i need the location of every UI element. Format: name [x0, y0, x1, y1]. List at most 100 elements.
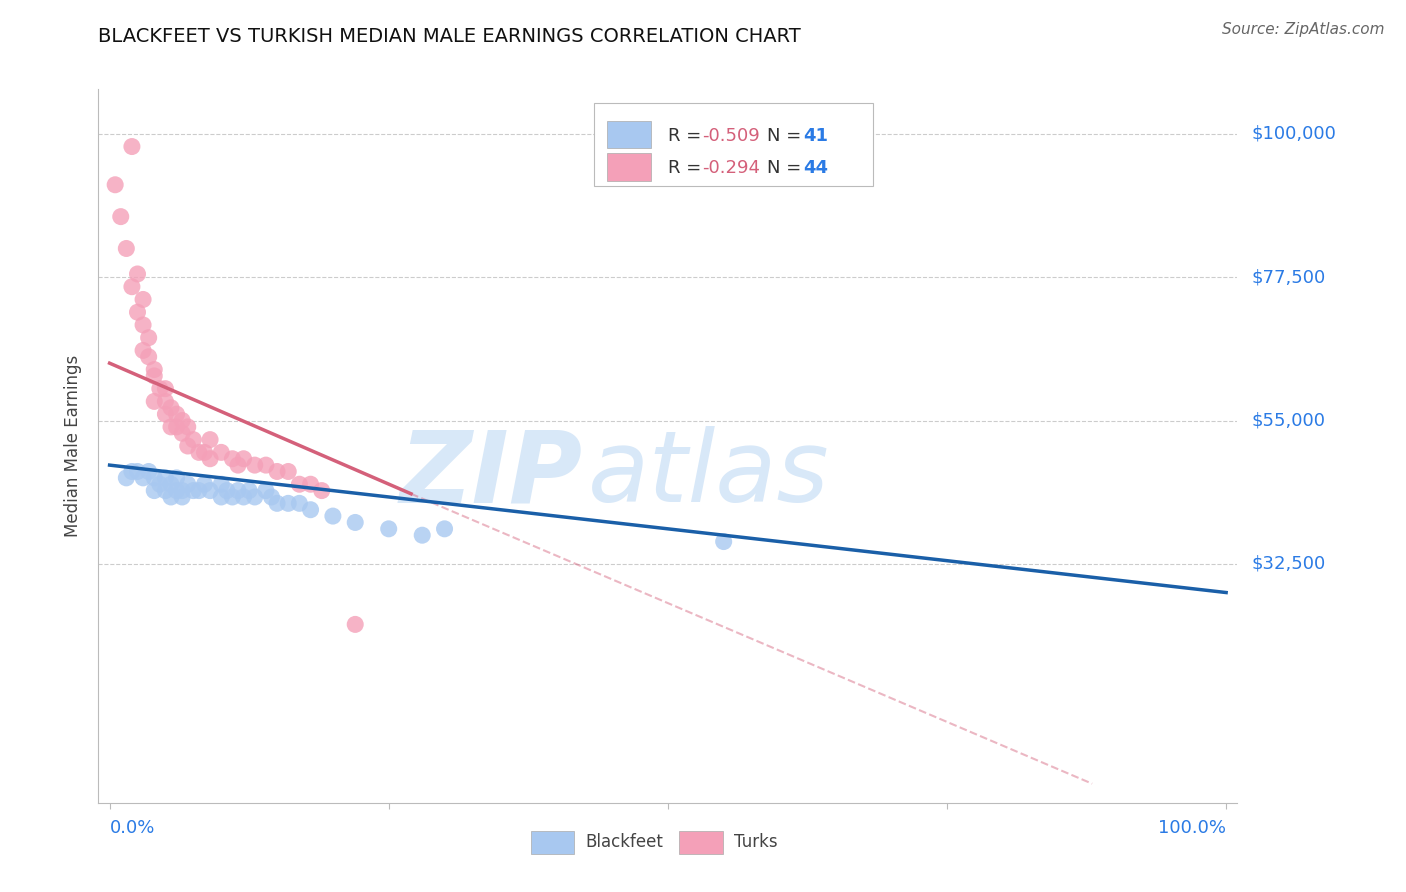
Point: [155, 483, 177, 498]
Point: [713, 534, 735, 549]
Point: [377, 522, 399, 536]
Point: [243, 490, 266, 504]
Point: [138, 331, 160, 345]
Text: $55,000: $55,000: [1251, 411, 1326, 430]
Point: [172, 490, 194, 504]
Point: [155, 471, 177, 485]
Point: [138, 465, 160, 479]
Text: $100,000: $100,000: [1251, 125, 1336, 143]
Point: [155, 407, 177, 421]
Point: [121, 139, 143, 153]
Point: [115, 242, 138, 256]
Text: -0.294: -0.294: [702, 159, 761, 177]
Point: [127, 465, 149, 479]
Point: [127, 305, 149, 319]
Bar: [607, 153, 651, 180]
Point: [243, 458, 266, 472]
Text: R =: R =: [668, 127, 707, 145]
Text: Turks: Turks: [734, 833, 778, 851]
Point: [209, 477, 232, 491]
Point: [226, 483, 249, 498]
Point: [433, 522, 456, 536]
Point: [155, 394, 177, 409]
Point: [132, 293, 155, 307]
Point: [344, 617, 367, 632]
Point: [132, 318, 155, 332]
Text: N =: N =: [766, 127, 807, 145]
Point: [209, 445, 232, 459]
Y-axis label: Median Male Earnings: Median Male Earnings: [65, 355, 83, 537]
Point: [115, 471, 138, 485]
Point: [288, 477, 311, 491]
Point: [172, 426, 194, 441]
Point: [160, 420, 183, 434]
Point: [193, 477, 215, 491]
Text: N =: N =: [766, 159, 807, 177]
Point: [299, 477, 322, 491]
Point: [221, 490, 243, 504]
Point: [266, 496, 288, 510]
Point: [288, 496, 311, 510]
Point: [322, 509, 344, 524]
Point: [160, 401, 183, 415]
Text: 100.0%: 100.0%: [1159, 820, 1226, 838]
Point: [198, 483, 221, 498]
Text: 0.0%: 0.0%: [110, 820, 155, 838]
FancyBboxPatch shape: [593, 103, 873, 186]
Text: Blackfeet: Blackfeet: [586, 833, 664, 851]
Point: [266, 465, 288, 479]
Point: [110, 210, 132, 224]
Point: [198, 451, 221, 466]
Point: [132, 343, 155, 358]
Text: 41: 41: [803, 127, 828, 145]
Point: [166, 471, 188, 485]
Point: [104, 178, 127, 192]
Point: [183, 483, 205, 498]
Point: [411, 528, 433, 542]
Point: [299, 502, 322, 516]
Text: -0.509: -0.509: [702, 127, 759, 145]
Point: [232, 490, 254, 504]
Point: [177, 439, 200, 453]
Point: [344, 516, 367, 530]
Text: $77,500: $77,500: [1251, 268, 1326, 286]
Point: [260, 490, 283, 504]
Point: [277, 496, 299, 510]
Text: Source: ZipAtlas.com: Source: ZipAtlas.com: [1222, 22, 1385, 37]
Point: [177, 420, 200, 434]
Point: [238, 483, 260, 498]
Point: [177, 477, 200, 491]
Bar: [531, 831, 575, 855]
Point: [166, 407, 188, 421]
Point: [138, 350, 160, 364]
Point: [121, 279, 143, 293]
Point: [143, 362, 166, 376]
Point: [155, 382, 177, 396]
Point: [215, 483, 238, 498]
Point: [187, 483, 209, 498]
Point: [143, 394, 166, 409]
Point: [187, 445, 209, 459]
Bar: [679, 831, 723, 855]
Point: [149, 477, 172, 491]
Point: [221, 451, 243, 466]
Text: R =: R =: [668, 159, 707, 177]
Point: [209, 490, 232, 504]
Point: [121, 465, 143, 479]
Point: [172, 413, 194, 427]
Point: [198, 433, 221, 447]
Point: [160, 490, 183, 504]
Point: [193, 445, 215, 459]
Point: [254, 458, 277, 472]
Point: [277, 465, 299, 479]
Point: [226, 458, 249, 472]
Point: [160, 477, 183, 491]
Bar: [607, 121, 651, 148]
Text: BLACKFEET VS TURKISH MEDIAN MALE EARNINGS CORRELATION CHART: BLACKFEET VS TURKISH MEDIAN MALE EARNING…: [98, 27, 801, 45]
Point: [232, 451, 254, 466]
Point: [143, 483, 166, 498]
Point: [143, 471, 166, 485]
Point: [149, 382, 172, 396]
Point: [143, 368, 166, 383]
Point: [254, 483, 277, 498]
